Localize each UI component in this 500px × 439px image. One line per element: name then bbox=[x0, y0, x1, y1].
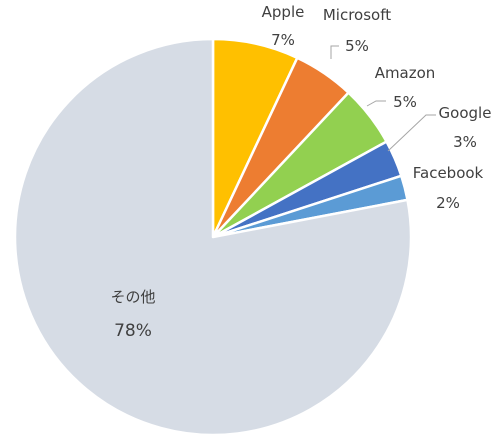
leader-line-amazon bbox=[366, 100, 386, 107]
slice-label-apple: Apple bbox=[262, 3, 305, 21]
slice-value-apple: 7% bbox=[271, 31, 295, 49]
leader-lines-layer bbox=[330, 45, 436, 152]
pie-slice-other-5 bbox=[13, 37, 413, 437]
leader-line-microsoft bbox=[330, 45, 339, 59]
slice-label-microsoft: Microsoft bbox=[323, 6, 391, 24]
slice-label-amazon: Amazon bbox=[375, 64, 436, 82]
slice-label-other-5: その他 bbox=[110, 288, 155, 306]
leader-line-google bbox=[387, 114, 436, 152]
slice-label-facebook: Facebook bbox=[413, 164, 484, 182]
labels-layer: Apple 7% Microsoft 5% Amazon 5% Google 3% Facebo… bbox=[110, 3, 491, 341]
slice-label-google: Google bbox=[439, 104, 492, 122]
slice-value-microsoft: 5% bbox=[345, 37, 369, 55]
slice-value-facebook: 2% bbox=[436, 194, 460, 212]
slices-layer bbox=[13, 37, 413, 437]
slice-value-other-5: 78% bbox=[114, 321, 152, 341]
slice-value-amazon: 5% bbox=[393, 93, 417, 111]
slice-value-google: 3% bbox=[453, 133, 477, 151]
